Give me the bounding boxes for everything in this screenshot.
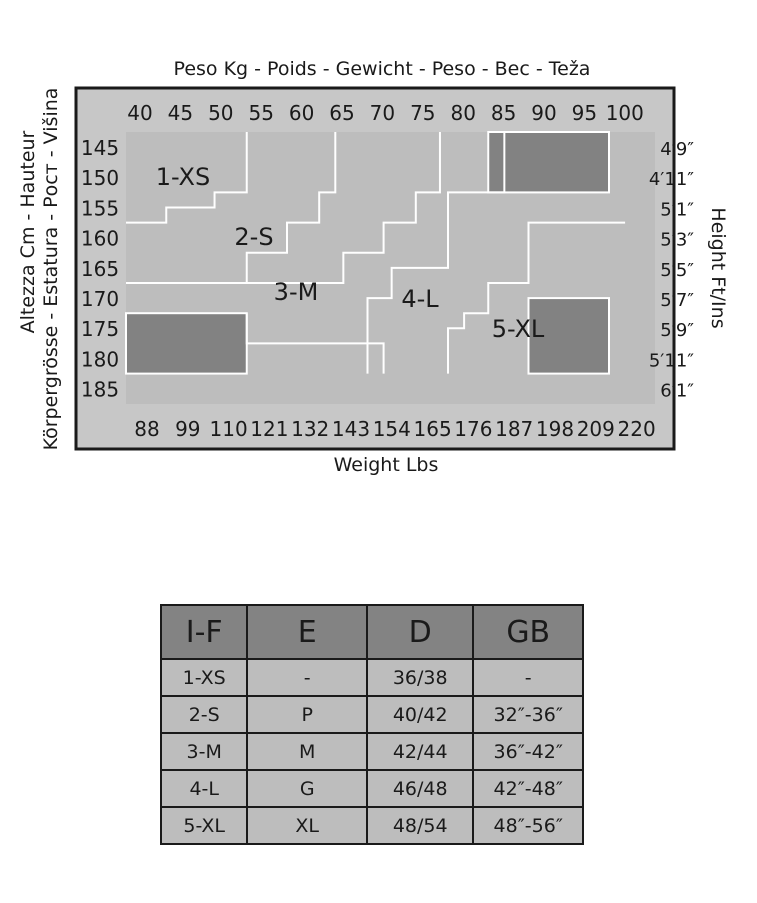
- ft-in-tick-label: 4′9″: [660, 139, 694, 160]
- header-cell: E: [246, 604, 368, 660]
- ft-in-tick-label: 5′5″: [660, 260, 694, 281]
- left-axis-title-line2: Körpergrösse - Estatura - Рост - Višina: [40, 88, 62, 451]
- size-label: 4-L: [401, 285, 439, 313]
- table-cell: -: [472, 658, 584, 697]
- header-cell: D: [365, 604, 475, 660]
- lbs-tick-label: 165: [414, 417, 452, 441]
- table-cell: 32″-36″: [472, 695, 584, 734]
- lbs-tick-label: 132: [291, 417, 329, 441]
- left-axis-title-line1: Altezza Cm - Hauteur: [17, 130, 39, 333]
- cm-tick-label: 145: [81, 136, 119, 160]
- top-axis-title: Peso Kg - Poids - Gewicht - Peso - Bec -…: [174, 58, 591, 80]
- lbs-tick-label: 110: [210, 417, 248, 441]
- ft-in-tick-label: 5′1″: [660, 199, 694, 220]
- kg-tick-label: 55: [248, 101, 273, 125]
- lbs-tick-label: 154: [373, 417, 411, 441]
- table-cell: 3-M: [159, 732, 249, 771]
- size-boundary: [126, 132, 248, 224]
- ft-in-tick-label: 5′3″: [660, 230, 694, 251]
- bottom-axis-title: Weight Lbs: [334, 454, 439, 476]
- cm-tick-label: 150: [81, 166, 119, 190]
- kg-tick-label: 40: [127, 101, 152, 125]
- size-label: 5-XL: [492, 315, 545, 343]
- cm-tick-label: 170: [81, 287, 119, 311]
- kg-tick-label: 50: [208, 101, 233, 125]
- table-cell: 36″-42″: [472, 732, 584, 771]
- ft-in-tick-label: 5′7″: [660, 290, 694, 311]
- size-boundary: [366, 132, 506, 374]
- size-conversion-table: I-F E D GB 1-XS - 36/38 - 2-S P 40/42 32…: [159, 604, 584, 845]
- table-row: 4-L G 46/48 42″-48″: [159, 769, 584, 808]
- table-cell: 2-S: [159, 695, 249, 734]
- table-cell: -: [246, 658, 368, 697]
- lbs-tick-label: 143: [332, 417, 370, 441]
- table-cell: 46/48: [365, 769, 475, 808]
- table-cell: 40/42: [365, 695, 475, 734]
- table-cell: 36/38: [365, 658, 475, 697]
- ft-in-tick-label: 5′11″: [649, 350, 694, 371]
- cm-tick-label: 175: [81, 317, 119, 341]
- table-header-row: I-F E D GB: [159, 604, 584, 660]
- header-cell: GB: [472, 604, 584, 660]
- kg-tick-label: 85: [491, 101, 516, 125]
- cm-tick-label: 180: [81, 347, 119, 371]
- size-label: 2-S: [234, 223, 273, 251]
- kg-tick-label: 70: [370, 101, 395, 125]
- kg-tick-label: 80: [450, 101, 475, 125]
- table-cell: P: [246, 695, 368, 734]
- ft-in-tick-label: 5′9″: [660, 320, 694, 341]
- kg-tick-label: 65: [329, 101, 354, 125]
- table-cell: 42″-48″: [472, 769, 584, 808]
- table-row: 1-XS - 36/38 -: [159, 658, 584, 697]
- kg-tick-label: 45: [168, 101, 193, 125]
- lbs-tick-label: 121: [250, 417, 288, 441]
- cm-tick-label: 185: [81, 378, 119, 402]
- lbs-tick-label: 220: [618, 417, 656, 441]
- table-row: 5-XL XL 48/54 48″-56″: [159, 806, 584, 845]
- table-cell: 4-L: [159, 769, 249, 808]
- table-cell: M: [246, 732, 368, 771]
- lbs-tick-label: 209: [577, 417, 615, 441]
- kg-tick-label: 90: [531, 101, 556, 125]
- out-of-range-area: [125, 312, 248, 375]
- lbs-tick-label: 176: [454, 417, 492, 441]
- kg-tick-label: 75: [410, 101, 435, 125]
- lbs-tick-label: 99: [175, 417, 200, 441]
- ft-in-tick-label: 4′11″: [649, 169, 694, 190]
- cm-tick-label: 160: [81, 227, 119, 251]
- size-boundary: [126, 132, 337, 284]
- ft-in-tick-label: 6′1″: [660, 381, 694, 402]
- table-cell: XL: [246, 806, 368, 845]
- out-of-range-area: [487, 131, 610, 194]
- kg-tick-label: 95: [572, 101, 597, 125]
- right-axis-title: Height Ft/Ins: [707, 207, 729, 328]
- size-label: 1-XS: [156, 163, 210, 191]
- table-cell: 5-XL: [159, 806, 249, 845]
- cm-tick-label: 155: [81, 196, 119, 220]
- cm-tick-label: 165: [81, 257, 119, 281]
- table-row: 3-M M 42/44 36″-42″: [159, 732, 584, 771]
- table-cell: G: [246, 769, 368, 808]
- kg-tick-label: 100: [606, 101, 644, 125]
- table-cell: 1-XS: [159, 658, 249, 697]
- lbs-tick-label: 198: [536, 417, 574, 441]
- table-cell: 42/44: [365, 732, 475, 771]
- header-cell: I-F: [159, 604, 249, 660]
- size-label: 3-M: [274, 278, 319, 306]
- kg-tick-label: 60: [289, 101, 314, 125]
- table-cell: 48/54: [365, 806, 475, 845]
- size-boundary: [447, 221, 626, 374]
- table-cell: 48″-56″: [472, 806, 584, 845]
- table-row: 2-S P 40/42 32″-36″: [159, 695, 584, 734]
- out-of-range-area: [527, 297, 610, 375]
- lbs-tick-label: 88: [134, 417, 159, 441]
- lbs-tick-label: 187: [495, 417, 533, 441]
- size-boundary: [246, 132, 441, 284]
